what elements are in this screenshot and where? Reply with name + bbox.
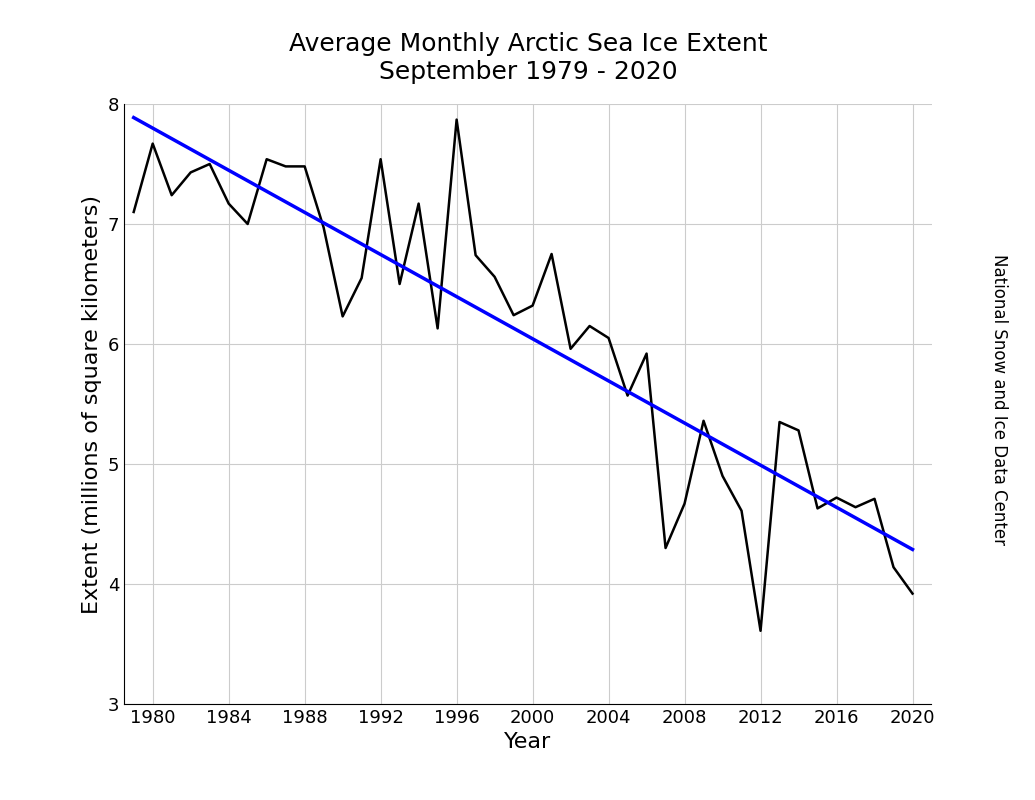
Y-axis label: Extent (millions of square kilometers): Extent (millions of square kilometers) <box>83 194 102 614</box>
Text: National Snow and Ice Data Center: National Snow and Ice Data Center <box>989 254 1008 546</box>
Title: Average Monthly Arctic Sea Ice Extent
September 1979 - 2020: Average Monthly Arctic Sea Ice Extent Se… <box>289 32 767 84</box>
X-axis label: Year: Year <box>504 733 552 753</box>
